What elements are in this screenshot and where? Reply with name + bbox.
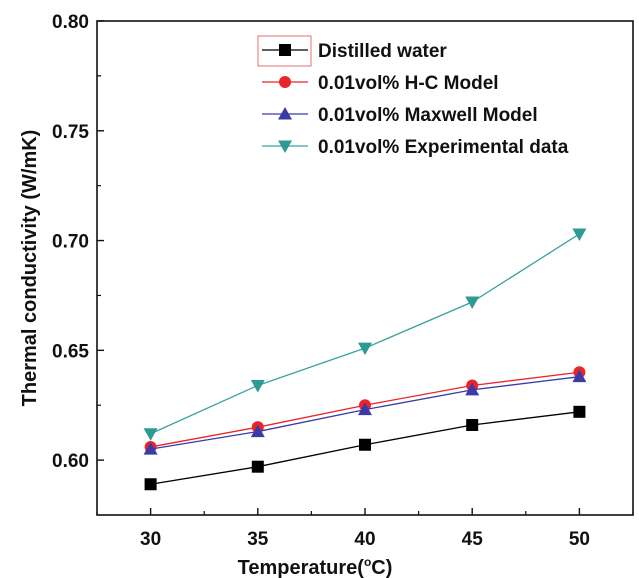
data-point	[143, 428, 158, 441]
data-point	[250, 424, 265, 438]
legend-marker	[279, 44, 291, 56]
legend-marker	[278, 140, 292, 153]
legend-label: Distilled water	[318, 41, 447, 62]
x-axis-title-degree: o	[364, 555, 371, 569]
data-point	[144, 478, 157, 491]
legend-label: 0.01vol% H-C Model	[318, 73, 499, 94]
data-point	[572, 228, 587, 241]
data-point	[465, 296, 480, 310]
data-point	[466, 418, 479, 431]
y-tick-label: 0.60	[52, 451, 89, 472]
y-axis-title: Thermal conductivity (W/mK)	[19, 130, 41, 407]
data-point	[358, 402, 372, 416]
x-tick-label: 45	[462, 529, 484, 550]
legend-label: 0.01vol% Experimental data	[318, 137, 569, 158]
series-layer	[143, 228, 587, 491]
y-tick-label: 0.70	[52, 232, 89, 253]
series-4	[143, 228, 587, 441]
x-tick-label: 40	[354, 529, 375, 550]
legend-item: 0.01vol% H-C Model	[262, 73, 499, 94]
legend: Distilled water 0.01vol% H-C Model 0.01vol…	[257, 35, 569, 158]
legend-label: 0.01vol% Maxwell Model	[318, 105, 538, 126]
y-tick-label: 0.80	[52, 12, 89, 33]
data-point	[359, 438, 371, 451]
legend-marker	[279, 76, 291, 88]
legend-marker	[278, 107, 292, 120]
y-tick-label: 0.65	[52, 341, 89, 362]
y-axis: 0.60 0.65 0.70 0.75 0.80	[52, 12, 104, 472]
x-axis-title-suffix: C)	[371, 557, 392, 578]
data-point	[572, 369, 587, 383]
data-point	[358, 342, 372, 356]
data-point	[465, 382, 480, 396]
x-axis-title-prefix: Temperature(	[238, 557, 365, 578]
x-axis: 30 35 40 45 50	[96, 508, 634, 550]
y-tick-label: 0.75	[52, 122, 89, 143]
series-3	[143, 369, 587, 455]
data-point	[251, 460, 264, 473]
legend-item: 0.01vol% Maxwell Model	[262, 105, 538, 126]
x-tick-label: 50	[569, 529, 590, 550]
data-point	[143, 442, 158, 455]
legend-frame	[257, 35, 312, 67]
x-tick-label: 35	[247, 529, 269, 550]
x-tick-label: 30	[140, 529, 161, 550]
x-axis-title: Temperature(oC)	[238, 555, 393, 578]
data-point	[573, 405, 586, 418]
legend-item: 0.01vol% Experimental data	[262, 137, 569, 158]
legend-item: Distilled water	[262, 41, 447, 62]
data-point	[250, 379, 265, 393]
series-1	[144, 405, 586, 491]
